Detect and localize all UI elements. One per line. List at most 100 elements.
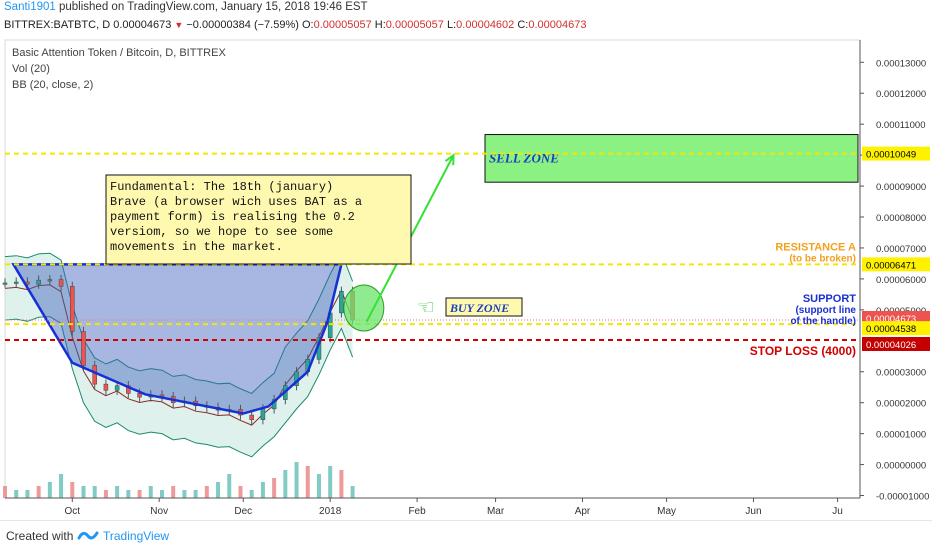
volume-bar [283, 470, 288, 498]
fundamental-note-line: movements in the market. [110, 240, 283, 254]
volume-bar [36, 486, 41, 498]
volume-bar [249, 490, 254, 498]
cup-outline [11, 263, 343, 415]
x-tick-label: Oct [64, 506, 80, 517]
tradingview-link[interactable]: TradingView [103, 529, 170, 543]
x-tick-label: Feb [408, 506, 426, 517]
open-value: 0.00005057 [313, 19, 372, 31]
volume-bar [182, 490, 187, 498]
buy-zone-circle [343, 284, 385, 332]
resistance-sublabel: (to be broken) [789, 253, 856, 264]
price-tag-label: 0.00004026 [866, 340, 916, 351]
sell-zone-box [484, 134, 859, 183]
volume-bar [3, 486, 7, 498]
y-tick-label: 0.00002000 [876, 399, 926, 410]
published-text: published on TradingView.com, January 15… [55, 1, 368, 13]
created-with-label: Created with [6, 529, 74, 543]
candle-body [339, 291, 344, 314]
price-tag-label: 0.00010049 [866, 150, 916, 161]
fundamental-note-line: versiom, so we hope to see some [110, 225, 333, 239]
price-tag-label: 0.00004538 [866, 324, 916, 335]
price-tag-label: 0.00006471 [866, 260, 916, 271]
volume-bar [171, 486, 176, 498]
resistance-label: RESISTANCE A [775, 241, 856, 253]
fundamental-note-line: Brave (a browser wich uses BAT as a [110, 195, 362, 209]
candle-body [81, 331, 86, 366]
legend-bollinger: BB (20, close, 2) [12, 79, 94, 91]
price-tag-label: 0.00004673 [866, 314, 916, 325]
fundamental-note-line: Fundamental: The 18th (january) [110, 180, 333, 194]
low-label: L: [446, 19, 457, 31]
volume-bar [103, 490, 108, 498]
volume-bar [305, 466, 310, 498]
volume-bar [70, 482, 75, 498]
candle-body [47, 279, 53, 282]
volume-bar [47, 482, 52, 498]
price-tag [862, 336, 930, 351]
candle-body [137, 393, 142, 398]
candle-body [70, 286, 75, 332]
y-tick-label: 0.00012000 [876, 89, 926, 100]
volume-bar [328, 466, 333, 498]
price-chart[interactable]: SELL ZONE ☜ BUY ZONE Fundamental: The 18th… [0, 0, 932, 520]
down-triangle-icon: ▼ [174, 20, 184, 30]
author-link[interactable]: Santi1901 [4, 1, 56, 13]
close-label: C: [517, 19, 529, 31]
fundamental-note-line: payment form) is realising the 0.2 [110, 210, 355, 224]
volume-bar [25, 490, 30, 498]
support-sublabel-2: of the handle) [790, 316, 856, 327]
volume-bar [272, 478, 277, 498]
volume-bar [159, 490, 164, 498]
volume-bar [260, 482, 265, 498]
volume-bar [14, 490, 19, 498]
low-value: 0.00004602 [456, 19, 515, 31]
candle-body [13, 281, 19, 284]
candle-body [36, 279, 41, 285]
volume-bar [316, 474, 321, 498]
x-tick-label: Jun [745, 506, 761, 517]
fundamental-note-box [105, 174, 412, 265]
y-tick-label: 0.00000000 [876, 461, 926, 472]
symbol-label: BITTREX:BATBTC, D [4, 19, 111, 31]
y-tick-label: 0.00007000 [876, 244, 926, 255]
candle-body [58, 279, 64, 287]
close-value: 0.00004673 [528, 19, 587, 31]
volume-bar [294, 462, 299, 498]
volume-bar [204, 486, 209, 498]
volume-bar [238, 486, 243, 498]
support-sublabel-1: (support line [795, 305, 856, 316]
publish-header: Santi1901 published on TradingView.com, … [0, 0, 932, 40]
volume-bar [193, 490, 198, 498]
publish-line: Santi1901 published on TradingView.com, … [4, 1, 368, 13]
volume-bar [81, 486, 86, 498]
candle-body [114, 385, 120, 391]
volume-bar [115, 486, 120, 498]
x-tick-label: Apr [575, 506, 591, 517]
footer-bar: Created with TradingView [0, 520, 932, 551]
x-tick-label: Mar [487, 506, 505, 517]
legend-title: Basic Attention Token / Bitcoin, D, BITT… [12, 47, 226, 59]
legend-volume: Vol (20) [12, 63, 50, 75]
high-label: H: [374, 19, 386, 31]
x-tick-label: May [657, 506, 676, 517]
cup-fill [13, 264, 342, 414]
y-tick-label: 0.00008000 [876, 213, 926, 224]
volume-bar [148, 486, 153, 498]
candle-body [103, 383, 109, 391]
buy-zone-box [445, 297, 523, 317]
quote-line: BITTREX:BATBTC, D 0.00004673 ▼ −0.000003… [4, 19, 586, 31]
change-value: −0.00000384 (−7.59%) [186, 19, 299, 31]
x-tick-label: 2018 [319, 506, 342, 517]
y-tick-label: 0.00003000 [876, 368, 926, 379]
y-tick-label: 0.00006000 [876, 275, 926, 286]
sell-zone-label: SELL ZONE [489, 151, 559, 166]
candle-body [249, 414, 254, 420]
high-value: 0.00005057 [385, 19, 444, 31]
buy-zone-label: BUY ZONE [449, 301, 509, 315]
candle-body [92, 365, 97, 385]
price-tag [862, 321, 930, 336]
y-tick-label: 0.00009000 [876, 182, 926, 193]
volume-bar [227, 474, 232, 498]
plot-area [4, 39, 861, 499]
bollinger-upper [4, 251, 354, 394]
